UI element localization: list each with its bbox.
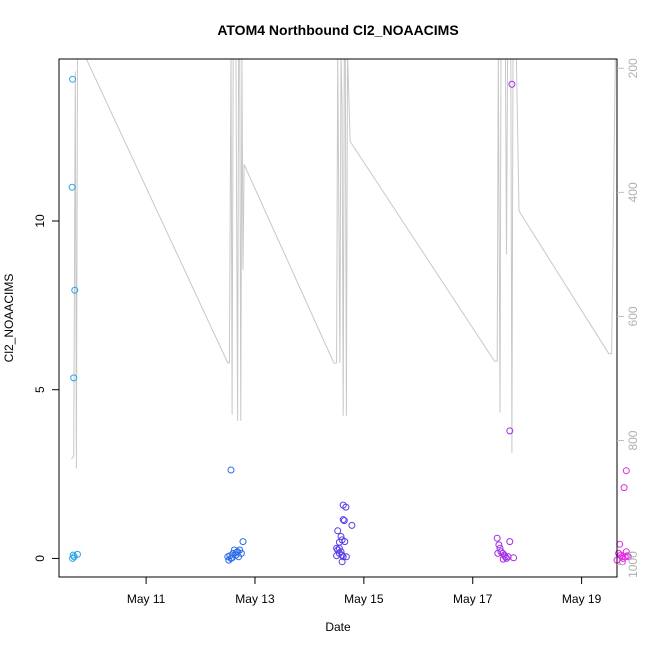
plot-frame: [58, 58, 618, 578]
data-point: [495, 541, 503, 549]
right-axis: 200 400 600 800 1000: [617, 58, 640, 578]
series-flight4: [493, 80, 518, 563]
data-point: [506, 427, 514, 435]
data-point: [348, 521, 356, 529]
y2-tick-label: 800: [626, 430, 640, 450]
y-tick-label: 0: [33, 555, 47, 562]
series-flight1: [68, 75, 81, 562]
series-flight5: [613, 467, 632, 566]
data-point: [69, 554, 77, 562]
data-point: [493, 534, 501, 542]
data-point: [338, 558, 346, 566]
data-point: [340, 517, 348, 525]
y2-tick-label: 1000: [626, 551, 640, 578]
data-point: [71, 286, 79, 294]
data-point: [342, 553, 350, 561]
altitude-layer: [71, 59, 617, 469]
y2-tick-label: 200: [626, 58, 640, 78]
y-tick-label: 10: [33, 214, 47, 228]
y-axis: 0 5 10: [33, 214, 59, 562]
x-tick-label: May 13: [235, 592, 275, 606]
data-point: [499, 555, 507, 563]
data-point: [622, 467, 630, 475]
data-point: [501, 553, 509, 561]
data-point: [508, 80, 516, 88]
data-point: [342, 503, 350, 511]
data-point: [333, 544, 341, 552]
data-point: [510, 554, 518, 562]
x-tick-label: May 11: [127, 592, 166, 606]
data-point: [341, 538, 349, 546]
x-tick-label: May 15: [344, 592, 384, 606]
altitude-line: [71, 59, 617, 469]
series-flight2: [224, 466, 247, 564]
y-tick-label: 5: [33, 386, 47, 393]
data-point: [339, 516, 347, 524]
series-flight3: [333, 501, 356, 566]
data-point: [623, 552, 631, 560]
data-point: [335, 544, 343, 552]
data-point: [333, 552, 341, 560]
data-point: [494, 549, 502, 557]
y2-tick-label: 600: [626, 306, 640, 326]
data-point: [237, 549, 245, 557]
data-point: [624, 553, 632, 561]
x-axis-label: Date: [325, 620, 351, 634]
data-point: [69, 75, 77, 83]
data-point: [620, 484, 628, 492]
chart-title: ATOM4 Northbound Cl2_NOAACIMS: [217, 22, 458, 38]
x-axis: May 11 May 13 May 15 May 17 May 19: [127, 577, 602, 606]
y2-tick-label: 400: [626, 182, 640, 202]
data-point: [334, 527, 342, 535]
data-point: [69, 551, 77, 559]
data-point: [239, 538, 247, 546]
data-point: [228, 554, 236, 562]
data-point: [503, 554, 510, 562]
data-point: [337, 548, 345, 556]
x-tick-label: May 17: [453, 592, 493, 606]
points-layer: [68, 75, 632, 566]
data-point: [227, 466, 235, 474]
data-point: [68, 183, 76, 191]
x-tick-label: May 19: [562, 592, 602, 606]
data-point: [506, 538, 514, 546]
data-point: [74, 550, 81, 558]
data-point: [233, 548, 240, 556]
data-point: [615, 549, 623, 557]
data-point: [70, 374, 78, 382]
y-axis-label: Cl2_NOAACIMS: [2, 274, 16, 363]
data-point: [234, 548, 242, 556]
